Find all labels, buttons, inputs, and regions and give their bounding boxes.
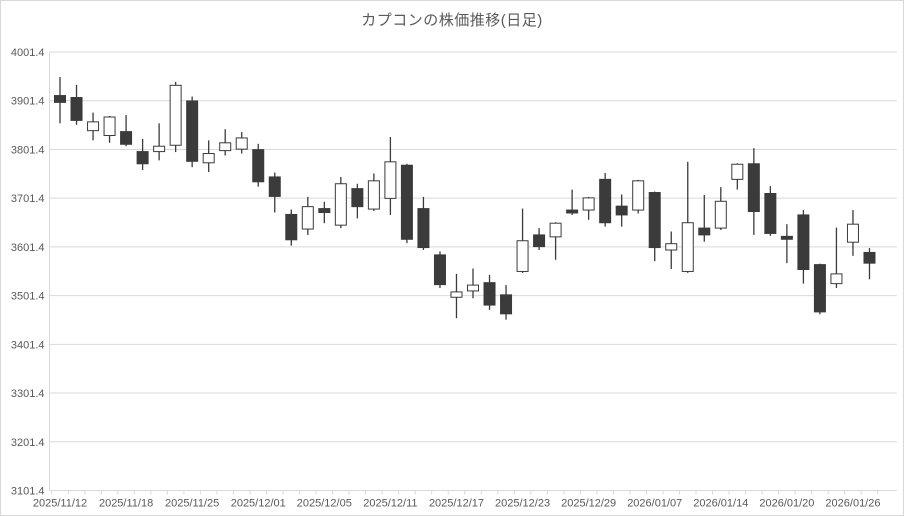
x-tick-label: 2025/12/29 <box>561 498 616 510</box>
candle-body-up <box>846 223 859 243</box>
candle-body-down <box>599 178 612 224</box>
candle-body-up <box>334 183 347 226</box>
candle-body-up <box>582 197 595 211</box>
candle-body-up <box>169 84 182 146</box>
candle-body-down <box>120 131 133 145</box>
candle-body-down <box>780 235 793 240</box>
candle-body-down <box>615 205 628 216</box>
candle-body-down <box>797 214 810 270</box>
y-tick-label: 3801.4 <box>11 144 45 156</box>
y-tick-label: 4001.4 <box>11 47 45 59</box>
candle-body-up <box>830 273 843 285</box>
candle-body-down <box>433 254 446 286</box>
candle-body-down <box>318 208 331 213</box>
candle-body-up <box>153 145 166 153</box>
x-tick-label: 2025/12/11 <box>363 498 417 510</box>
candle-body-up <box>384 161 397 199</box>
candle-body-down <box>863 251 876 264</box>
candle-body-down <box>648 192 661 249</box>
candle-body-up <box>681 222 694 272</box>
x-tick-label: 2025/11/18 <box>99 498 153 510</box>
candle-body-up <box>516 240 529 272</box>
candle-body-up <box>367 180 380 210</box>
chart-title: カプコンの株価推移(日足) <box>361 12 543 29</box>
x-tick-label: 2025/12/05 <box>297 498 352 510</box>
candle-body-up <box>219 142 232 152</box>
y-tick-label: 3901.4 <box>11 96 45 108</box>
x-tick-label: 2026/01/07 <box>627 498 682 510</box>
x-tick-label: 2026/01/26 <box>825 498 880 510</box>
candle-body-up <box>235 137 248 150</box>
candle-body-down <box>747 163 760 213</box>
candle-body-up <box>467 284 479 292</box>
x-tick-label: 2026/01/20 <box>759 498 814 510</box>
candle-body-down <box>285 213 298 241</box>
candle-body-up <box>665 243 678 251</box>
y-tick-label: 3101.4 <box>11 486 45 498</box>
candle-body-up <box>731 163 744 180</box>
candle-body-up <box>202 153 215 164</box>
candle-body-up <box>549 222 562 238</box>
x-tick-label: 2025/12/17 <box>429 498 484 510</box>
candle-body-down <box>533 234 546 248</box>
y-tick-label: 3401.4 <box>11 339 45 351</box>
candle-body-down <box>70 97 83 121</box>
candle-body-down <box>813 264 826 313</box>
candle-body-down <box>483 282 496 306</box>
y-tick-label: 3301.4 <box>11 388 45 400</box>
x-tick-label: 2025/12/23 <box>495 498 550 510</box>
x-tick-label: 2025/11/12 <box>33 498 87 510</box>
candle-body-down <box>268 176 281 197</box>
candle-body-down <box>400 164 413 240</box>
candle-body-up <box>450 291 463 298</box>
candle-body-up <box>301 206 314 230</box>
y-tick-label: 3501.4 <box>11 291 45 303</box>
candle-body-down <box>54 95 66 103</box>
candle-body-down <box>566 209 579 214</box>
x-tick-label: 2025/12/01 <box>231 498 286 510</box>
y-tick-label: 3601.4 <box>11 242 45 254</box>
candle-body-up <box>714 200 727 229</box>
candle-body-up <box>87 121 100 132</box>
candle-body-down <box>136 151 149 165</box>
candle-body-down <box>186 100 199 162</box>
candle-body-down <box>764 192 777 234</box>
candle-body-down <box>500 294 513 315</box>
candle-body-down <box>417 208 430 249</box>
candle-body-down <box>351 188 364 208</box>
y-tick-label: 3701.4 <box>11 193 45 205</box>
x-tick-label: 2025/11/25 <box>165 498 219 510</box>
candle-body-down <box>252 149 265 183</box>
candle-body-up <box>632 180 645 211</box>
candle-body-down <box>698 227 711 236</box>
candle-body-up <box>103 116 116 137</box>
y-tick-label: 3201.4 <box>11 437 45 449</box>
x-tick-label: 2026/01/14 <box>693 498 748 510</box>
